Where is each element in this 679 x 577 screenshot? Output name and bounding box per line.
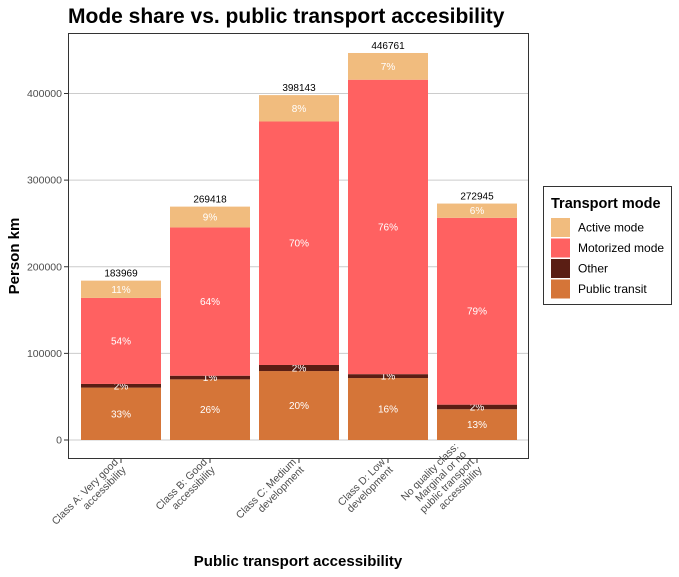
segment-percent-label: 7%	[381, 62, 396, 73]
y-tick-label: 200000	[27, 261, 62, 273]
y-axis-title: Person km	[6, 218, 23, 295]
segment-percent-label: 20%	[289, 401, 309, 412]
legend: Transport mode Active mode Motorized mode O…	[543, 186, 672, 305]
segment-percent-label: 11%	[111, 285, 130, 296]
x-axis-title: Public transport accessibility	[194, 553, 403, 570]
legend-key-other	[551, 259, 570, 278]
x-tick-label-line: Class A: Very good	[50, 456, 121, 527]
bar-segment-active-mode	[81, 280, 161, 298]
legend-key-motorized-mode	[551, 238, 570, 258]
segment-percent-label: 1%	[381, 372, 396, 383]
segment-percent-label: 16%	[378, 405, 398, 416]
segment-percent-label: 9%	[203, 213, 218, 224]
bar-segment-other	[81, 383, 161, 388]
chart-title: Mode share vs. public transport accesibi…	[68, 5, 505, 28]
segment-percent-label: 6%	[470, 206, 485, 217]
bar-segment-motorized-mode	[81, 297, 161, 384]
y-tick-label: 0	[56, 435, 62, 447]
segment-percent-label: 79%	[467, 307, 487, 318]
legend-label: Public transit	[578, 282, 647, 296]
segment-percent-label: 76%	[378, 222, 398, 233]
bar-total-label: 446761	[371, 41, 405, 52]
bar-segment-motorized-mode	[437, 217, 517, 405]
segment-percent-label: 26%	[200, 405, 220, 416]
segment-percent-label: 13%	[467, 420, 487, 431]
y-tick-label: 100000	[27, 348, 62, 360]
plot-area: 0 100000 200000 300000 400000 33% 2% 54% 11% 1839…	[27, 33, 529, 528]
segment-percent-label: 64%	[200, 297, 220, 308]
bar-segment-active-mode	[170, 206, 250, 228]
segment-percent-label: 2%	[470, 402, 485, 413]
bar-segment-other	[170, 375, 250, 380]
bar-segment-public-transit	[259, 371, 339, 440]
bar-segment-public-transit	[81, 387, 161, 440]
bar-segment-public-transit	[437, 409, 517, 440]
bar-total-label: 398143	[282, 83, 316, 94]
legend-label: Active mode	[578, 221, 644, 235]
bar-segment-other	[348, 374, 428, 379]
segment-percent-label: 2%	[114, 381, 129, 392]
bar-total-label: 272945	[460, 192, 494, 203]
bar-segment-active-mode	[348, 52, 428, 80]
bar-segment-motorized-mode	[259, 121, 339, 365]
y-tick-label: 400000	[27, 88, 62, 100]
bar-segment-other	[259, 364, 339, 372]
bar-segment-public-transit	[170, 379, 250, 440]
bar-total-label: 269418	[193, 195, 227, 206]
segment-percent-label: 2%	[292, 364, 307, 375]
bar-total-label: 183969	[104, 269, 138, 280]
bar-segment-active-mode	[259, 95, 339, 122]
segment-percent-label: 70%	[289, 239, 309, 250]
legend-label: Other	[578, 262, 608, 276]
segment-percent-label: 1%	[203, 373, 218, 384]
bar-segment-active-mode	[437, 203, 517, 218]
segment-percent-label: 54%	[111, 336, 131, 347]
legend-key-public-transit	[551, 279, 570, 299]
legend-label: Motorized mode	[578, 241, 664, 255]
legend-title: Transport mode	[551, 196, 661, 212]
bar-segment-other	[437, 404, 517, 410]
y-tick-label: 300000	[27, 175, 62, 187]
bar-segment-motorized-mode	[348, 79, 428, 375]
legend-key-active-mode	[551, 218, 570, 237]
bar-segment-motorized-mode	[170, 227, 250, 376]
segment-percent-label: 8%	[292, 104, 307, 115]
segment-percent-label: 33%	[111, 409, 131, 420]
bar-segment-public-transit	[348, 378, 428, 440]
